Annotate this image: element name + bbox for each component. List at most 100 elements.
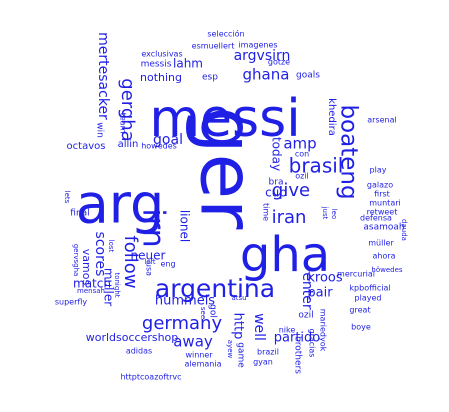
word-3: gha	[240, 227, 330, 283]
word-71: ozil	[298, 311, 313, 321]
word-83: adidas	[126, 347, 152, 356]
word-23: partido	[274, 331, 321, 346]
word-88: mensah	[77, 287, 105, 295]
word-78: game	[236, 342, 246, 368]
word-62: asamoah	[363, 223, 404, 233]
word-81: winner	[185, 351, 213, 360]
word-17: hummels	[155, 294, 215, 309]
word-32: neuer	[131, 249, 166, 263]
word-84: httptcoazoftrvc	[120, 373, 181, 382]
word-19: goal	[153, 132, 183, 148]
word-20: kroos	[307, 271, 342, 286]
word-63: müller	[368, 239, 394, 248]
word-21: enter	[299, 272, 315, 310]
word-11: follow	[120, 235, 141, 288]
word-7: brasil	[289, 154, 344, 178]
word-13: ghana	[243, 66, 290, 84]
word-85: see	[199, 307, 207, 319]
word-15: mertesacker	[95, 32, 111, 120]
word-59: muntari	[369, 199, 400, 208]
word-1: ger	[183, 107, 269, 231]
word-4: irn	[136, 208, 171, 247]
word-24: scores	[92, 232, 108, 277]
word-54: con	[295, 150, 309, 159]
word-12: gergha	[117, 78, 138, 141]
word-50: imagenes	[238, 41, 277, 50]
word-30: cup	[265, 186, 287, 200]
word-93: usa	[145, 262, 154, 276]
word-49: esmuellert	[192, 42, 235, 51]
word-14: amp	[283, 135, 316, 153]
word-8: germany	[142, 313, 223, 334]
word-48: selección	[207, 29, 244, 39]
word-22: pair	[307, 286, 333, 301]
word-26: well	[251, 313, 267, 341]
word-52: play	[370, 166, 387, 175]
word-43: messis	[141, 60, 172, 70]
word-42: howedes	[141, 142, 177, 151]
word-64: ahora	[372, 252, 395, 261]
word-89: tonight	[113, 272, 121, 297]
word-9: iran	[272, 207, 307, 228]
word-38: octavos	[67, 141, 106, 152]
word-97: just	[321, 206, 329, 220]
word-5: argentina	[155, 274, 275, 303]
word-27: lahm	[173, 57, 203, 71]
word-91: gervsgha	[72, 244, 80, 277]
word-0: messi	[149, 89, 300, 149]
word-45: gotze	[268, 58, 290, 67]
word-37: final	[70, 209, 89, 219]
word-82: alemania	[185, 360, 222, 369]
word-31: lionel	[178, 210, 192, 242]
word-73: brothers	[293, 336, 303, 374]
word-29: today	[270, 137, 284, 171]
word-74: gracias	[308, 329, 317, 358]
word-28: http	[231, 313, 246, 340]
word-56: ozil	[295, 172, 309, 181]
word-69: boye	[351, 323, 371, 332]
word-80: ayew	[226, 340, 234, 359]
word-72: nike	[279, 326, 296, 335]
word-99: dauda	[400, 219, 408, 241]
word-94: eng	[160, 260, 175, 269]
word-66: kpbofficial	[349, 284, 390, 293]
word-18: away	[173, 333, 213, 351]
word-25: worldsoccershop	[86, 331, 179, 344]
word-95: left	[144, 258, 156, 266]
word-35: nothing	[140, 71, 182, 84]
word-77: gyan	[253, 358, 273, 367]
word-16: argvsirn	[234, 48, 291, 64]
word-46: goals	[296, 71, 320, 81]
word-96: time	[262, 203, 271, 221]
word-6: boateng	[336, 104, 362, 199]
word-98: leo	[330, 209, 338, 220]
word-47: exclusivas	[141, 50, 182, 59]
word-55: bra	[269, 178, 284, 188]
word-92: lets	[63, 191, 71, 204]
word-87: superfly	[55, 298, 88, 307]
word-44: esp	[202, 73, 218, 83]
word-39: allin	[118, 139, 139, 150]
word-90: lost	[107, 240, 115, 253]
word-76: brazil	[257, 348, 279, 357]
word-75: mariedyok	[319, 309, 328, 352]
word-79: gol	[208, 304, 218, 318]
word-34: match	[73, 277, 111, 291]
word-65: höwedes	[371, 266, 403, 274]
word-57: galazo	[367, 181, 393, 190]
word-68: great	[349, 306, 370, 315]
word-70: mercurial	[337, 270, 375, 279]
word-33: muller	[102, 268, 116, 306]
word-58: first	[374, 190, 390, 199]
word-51: arsenal	[367, 116, 396, 125]
word-40: team	[119, 113, 128, 134]
word-2: arg	[76, 173, 165, 236]
word-60: retweet	[367, 208, 398, 217]
word-86: atsu	[231, 294, 246, 302]
word-53: khedira	[326, 98, 337, 136]
word-41: win	[95, 122, 105, 138]
word-10: give	[272, 180, 310, 201]
word-67: played	[355, 294, 382, 303]
